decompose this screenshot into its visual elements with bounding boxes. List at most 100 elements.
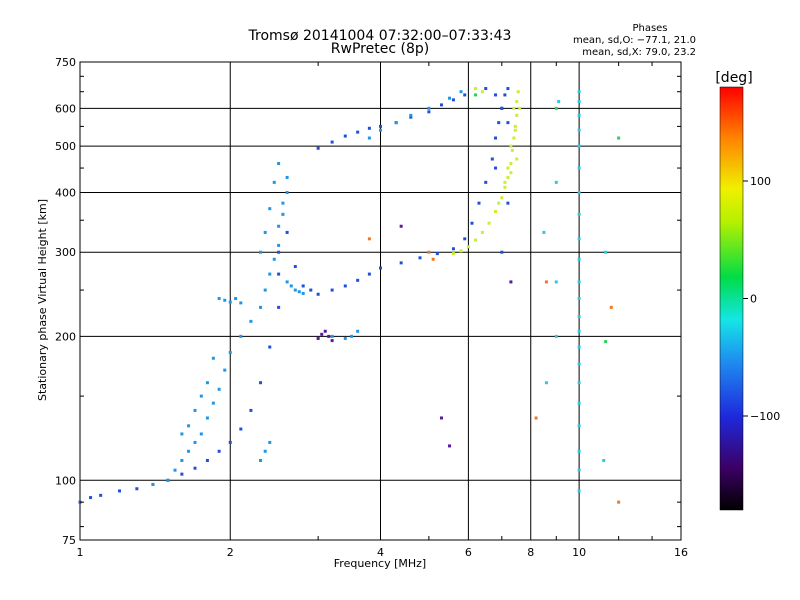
data-point	[180, 472, 184, 476]
data-point	[451, 98, 455, 102]
y-tick-label: 200	[55, 330, 76, 343]
data-point	[263, 449, 267, 453]
data-point	[281, 201, 285, 205]
data-point	[473, 238, 477, 242]
colorbar-tick-label: 100	[750, 175, 771, 188]
data-point	[473, 87, 477, 91]
data-point	[534, 416, 538, 420]
data-point	[263, 288, 267, 292]
data-point	[259, 381, 263, 385]
data-point	[99, 493, 103, 497]
x-tick-label: 1	[77, 546, 84, 559]
data-point	[617, 500, 621, 504]
data-point	[330, 334, 334, 338]
data-point	[285, 280, 289, 284]
data-point	[316, 292, 320, 296]
data-point	[500, 106, 504, 110]
data-point	[515, 157, 519, 161]
data-point	[259, 458, 263, 462]
data-point	[285, 175, 289, 179]
data-point	[513, 128, 517, 132]
data-point	[466, 245, 470, 249]
data-point	[544, 280, 548, 284]
data-point	[180, 432, 184, 436]
data-point	[459, 90, 463, 94]
colorbar-tick-label: −100	[750, 410, 780, 423]
data-point	[409, 113, 413, 117]
data-point	[249, 408, 253, 412]
data-point	[470, 221, 474, 225]
data-point	[577, 212, 581, 216]
colorbar-tick-label: 0	[750, 293, 757, 306]
data-point	[277, 272, 281, 276]
data-point	[518, 106, 522, 110]
data-point	[577, 449, 581, 453]
data-point	[187, 424, 191, 428]
data-point	[506, 166, 510, 170]
data-point	[512, 106, 516, 110]
data-point	[577, 401, 581, 405]
data-point	[259, 250, 263, 254]
data-point	[494, 166, 498, 170]
data-point	[577, 113, 581, 117]
data-point	[480, 90, 484, 94]
data-point	[509, 171, 513, 175]
data-point	[316, 336, 320, 340]
data-point	[473, 93, 477, 97]
data-point	[609, 305, 613, 309]
x-tick-label: 6	[465, 546, 472, 559]
data-point	[217, 297, 221, 301]
chart-subtitle: RwPretec (8p)	[331, 41, 429, 57]
data-point	[577, 166, 581, 170]
data-point	[509, 144, 513, 148]
data-point	[228, 300, 232, 304]
data-point	[500, 196, 504, 200]
data-point	[515, 113, 519, 117]
data-point	[89, 496, 93, 500]
data-point	[577, 100, 581, 104]
phase-colorbar: [deg] 100 0 −100	[715, 70, 780, 511]
x-axis-label: Frequency [MHz]	[334, 557, 426, 570]
data-point	[297, 290, 301, 294]
y-tick-label: 600	[55, 102, 76, 115]
data-point	[513, 124, 517, 128]
data-point	[379, 128, 382, 132]
data-point	[510, 148, 514, 152]
data-point	[577, 128, 581, 132]
data-point	[431, 257, 435, 261]
phases-x-mode: mean, sd,X: 79.0, 23.2	[582, 47, 696, 58]
data-point	[187, 449, 191, 453]
data-point	[554, 180, 558, 184]
data-point	[367, 237, 371, 241]
data-point	[515, 100, 519, 104]
data-point	[557, 100, 561, 104]
data-point	[193, 440, 197, 444]
data-point	[151, 482, 155, 486]
data-point	[418, 256, 422, 260]
data-point	[180, 458, 184, 462]
data-point	[289, 284, 293, 288]
data-point	[277, 243, 281, 247]
data-point	[268, 440, 272, 444]
y-tick-label: 100	[55, 474, 76, 487]
data-point	[205, 416, 209, 420]
data-point	[554, 280, 558, 284]
data-point	[503, 185, 507, 189]
data-point	[301, 284, 305, 288]
data-point	[500, 250, 504, 254]
data-point	[234, 297, 238, 301]
data-point	[205, 381, 209, 385]
data-point	[480, 230, 484, 234]
data-point	[497, 201, 501, 205]
data-point	[293, 288, 297, 292]
data-point	[602, 458, 606, 462]
data-point	[268, 207, 272, 211]
data-point	[487, 221, 491, 225]
data-point	[277, 305, 281, 309]
data-point	[268, 272, 272, 276]
data-point	[217, 387, 221, 391]
data-points	[78, 87, 621, 504]
data-point	[451, 247, 455, 251]
data-point	[544, 381, 548, 385]
